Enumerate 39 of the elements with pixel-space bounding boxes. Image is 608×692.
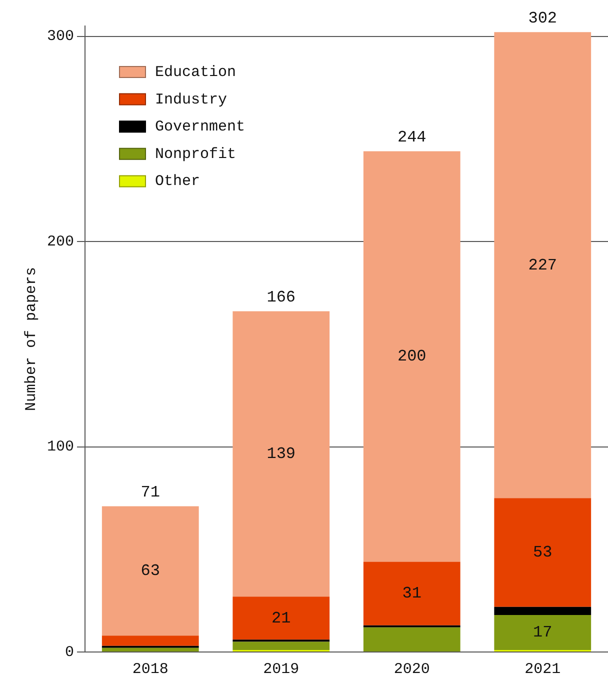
x-tick-label: 2019 <box>263 660 300 678</box>
data-label: 200 <box>397 348 426 366</box>
data-label: 227 <box>528 256 558 274</box>
total-label: 244 <box>397 128 426 146</box>
y-tick-label: 100 <box>46 438 74 456</box>
data-label: 53 <box>533 544 552 562</box>
bar <box>102 648 199 652</box>
legend-label: Government <box>155 118 246 136</box>
bar <box>232 596 330 640</box>
y-tick-label: 200 <box>46 233 74 250</box>
legend-label: Nonprofit <box>155 146 236 163</box>
total-label: 166 <box>266 288 296 307</box>
data-label: 63 <box>140 562 160 580</box>
bar <box>102 636 199 646</box>
x-tick-label: 2020 <box>394 660 430 678</box>
bar <box>494 606 592 616</box>
x-tick-label: 2018 <box>132 660 168 678</box>
y-tick-label: 300 <box>46 28 74 46</box>
total-label: 71 <box>140 484 160 502</box>
data-label: 31 <box>402 584 422 603</box>
bar <box>232 311 330 597</box>
bar <box>363 562 460 626</box>
legend-label: Education <box>155 64 236 81</box>
bar <box>494 615 592 650</box>
y-tick-label: 0 <box>64 644 74 661</box>
bar <box>102 506 199 636</box>
data-label: 21 <box>272 609 291 628</box>
bar <box>232 642 330 650</box>
data-label: 139 <box>266 445 296 464</box>
legend-label: Industry <box>155 91 228 108</box>
bar <box>494 32 592 498</box>
bar <box>363 627 460 652</box>
total-label: 302 <box>528 9 558 28</box>
bar <box>494 498 592 607</box>
x-tick-label: 2021 <box>524 660 561 678</box>
bar <box>363 151 460 562</box>
data-label: 17 <box>533 624 552 642</box>
legend-label: Other <box>155 173 200 190</box>
y-axis-title: Number of papers <box>22 266 40 412</box>
